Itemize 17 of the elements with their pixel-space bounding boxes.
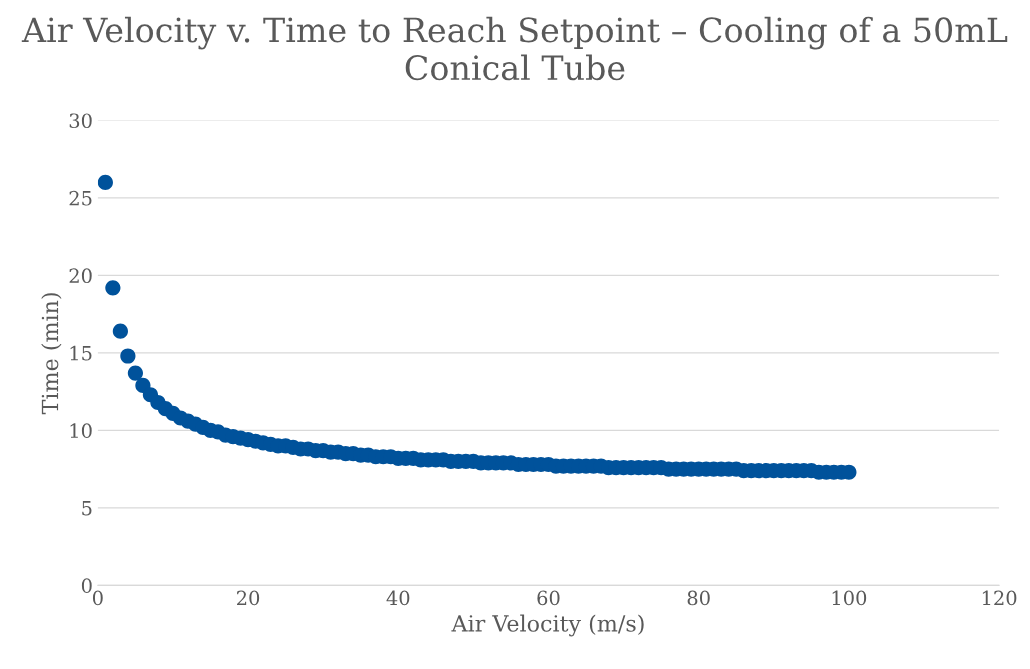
x-tick-label: 0 (92, 590, 103, 606)
y-tick-label: 10 (70, 423, 92, 439)
y-tick-label: 20 (69, 268, 92, 284)
x-tick-label: 20 (237, 590, 260, 606)
x-tick-label: 40 (386, 590, 410, 606)
x-tick-label: 60 (537, 590, 560, 606)
y-tick-label: 25 (69, 190, 92, 206)
x-tick-label: 80 (687, 590, 710, 606)
x-axis-title: Air Velocity (m/s) (451, 614, 644, 637)
y-axis-title: Time (min) (41, 293, 62, 415)
chart-title: Air Velocity v. Time to Reach Setpoint – Cooling of a 50mL Conical Tube (21, 16, 1008, 81)
x-tick-label: 120 (982, 590, 1017, 606)
y-tick-label: 30 (69, 113, 92, 129)
x-tick-label: 100 (832, 590, 867, 606)
y-tick-label: 5 (82, 501, 92, 516)
y-tick-label: 15 (70, 345, 92, 361)
y-tick-label: 0 (81, 578, 92, 594)
